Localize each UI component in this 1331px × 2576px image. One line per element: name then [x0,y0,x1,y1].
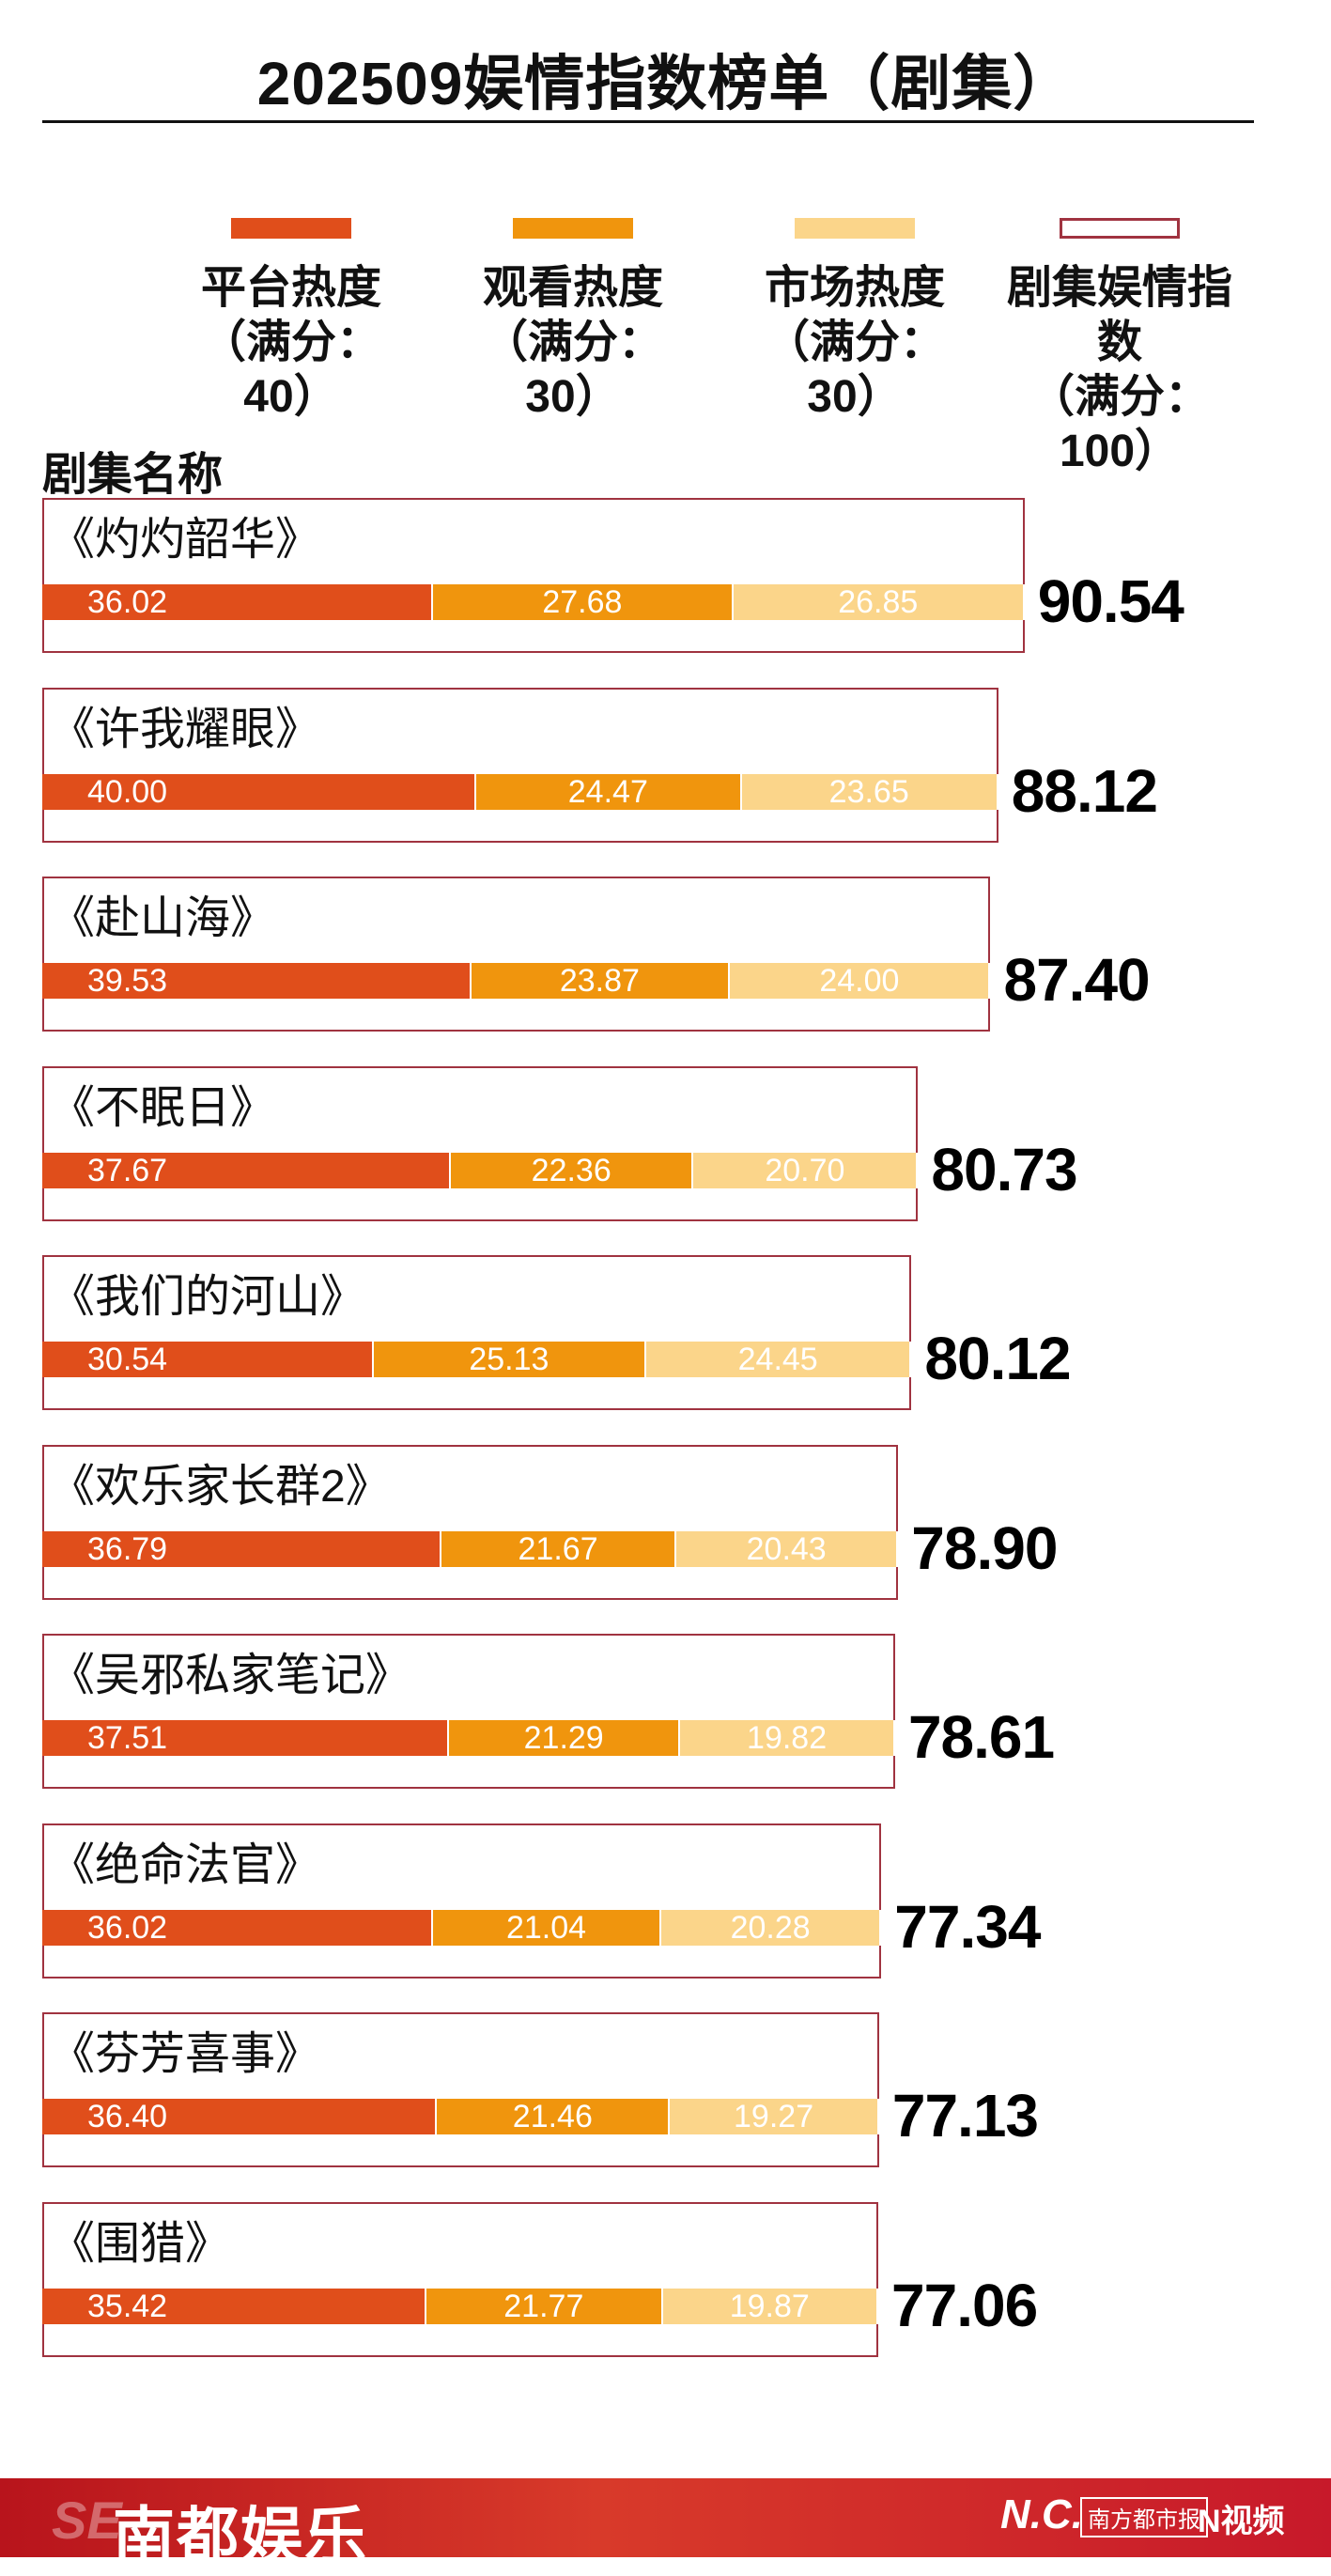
drama-name: 《我们的河山》 [50,1272,366,1322]
chart-row: 《我们的河山》 30.54 25.13 24.45 80.12 [42,1255,1072,1410]
bar-segment-market: 24.00 [730,963,991,999]
index-outline-bar [42,2201,879,2357]
bar-segment-platform: 40.00 [42,773,476,810]
bar-segment-market: 19.87 [662,2288,879,2324]
chart-row: 《许我耀眼》 40.00 24.47 23.65 88.12 [42,687,1158,843]
bar-segment-viewing: 25.13 [373,1342,646,1377]
index-total-label: 78.61 [907,1703,1055,1771]
legend-label-market: 市场热度 [764,263,945,313]
index-total-label: 87.40 [1003,946,1150,1014]
chart-title: 202509娱情指数榜单（剧集） [256,50,1075,117]
drama-name: 《绝命法官》 [50,1839,321,1890]
legend-index: 剧集娱情指数 （满分：100） [993,218,1246,479]
legend-max-viewing: （满分：30） [482,318,663,422]
bar-segment-market: 26.85 [733,584,1025,620]
index-total-label: 77.06 [891,2271,1038,2339]
bar-segment-market: 20.43 [676,1530,899,1567]
drama-name: 《芬芳喜事》 [50,2029,321,2079]
bar-segment-platform: 37.67 [42,1152,452,1188]
index-outline-bar [42,877,991,1032]
bar-segment-platform: 37.51 [42,1720,450,1756]
bar-segment-viewing: 21.46 [437,2099,671,2134]
footer-video-logo: N视频 [1198,2504,1285,2539]
bar-segment-market: 20.28 [661,1909,882,1946]
index-outline-bar [42,1823,882,1979]
legend-max-index: （满分：100） [1029,372,1210,476]
index-outline-bar [42,2012,879,2167]
drama-name: 《许我耀眼》 [50,704,321,754]
index-outline-bar [42,498,1025,653]
bar-segment-platform: 39.53 [42,963,472,999]
bar-segment-platform: 36.79 [42,1530,441,1567]
legend-market: 市场热度 （满分：30） [733,218,977,425]
legend-swatch-market [795,218,915,239]
drama-name: 《赴山海》 [50,893,276,943]
chart-row: 《吴邪私家笔记》 37.51 21.29 19.82 78.61 [42,1634,1055,1789]
bar-segment-viewing: 21.67 [441,1530,677,1567]
index-outline-bar [42,1255,912,1410]
bar-segment-market: 19.27 [670,2099,879,2134]
index-total-label: 77.13 [891,2082,1039,2149]
drama-name: 《灼灼韶华》 [50,515,321,565]
index-outline-bar [42,1634,895,1789]
footer-logo-mark: SE [52,2491,122,2550]
bar-segment-platform: 30.54 [42,1342,374,1377]
legend-platform: 平台热度 （满分：40） [169,218,413,425]
footer-nc-logo: N.C. [1000,2491,1083,2537]
bar-segment-viewing: 24.47 [476,773,742,810]
chart-row: 《芬芳喜事》 36.40 21.46 19.27 77.13 [42,2012,1039,2167]
index-outline-bar [42,1444,899,1600]
chart-row: 《围猎》 35.42 21.77 19.87 77.06 [42,2201,1038,2357]
bar-segment-viewing: 27.68 [433,584,734,620]
chart-row: 《不眠日》 37.67 22.36 20.70 80.73 [42,1065,1078,1221]
index-outline-bar [42,1065,919,1221]
bar-segment-platform: 36.02 [42,584,434,620]
index-total-label: 90.54 [1037,567,1184,635]
chart-row: 《灼灼韶华》 36.02 27.68 26.85 90.54 [42,498,1184,653]
title-divider [42,120,1254,123]
legend-swatch-viewing [513,218,633,239]
bar-segment-market: 20.70 [693,1152,919,1188]
index-total-label: 77.34 [894,1892,1041,1961]
legend-label-index: 剧集娱情指数 [1006,263,1232,367]
drama-name: 《吴邪私家笔记》 [50,1651,411,1700]
index-total-label: 88.12 [1011,756,1158,825]
footer-banner: SE 南都娱乐 N.C. 南方都市报 N视频 [0,2478,1331,2570]
legend-swatch-platform [231,218,351,239]
bar-segment-market: 19.82 [680,1720,896,1756]
chart-row: 《赴山海》 39.53 23.87 24.00 87.40 [42,877,1151,1032]
index-total-label: 80.73 [931,1135,1077,1203]
drama-name: 《不眠日》 [50,1082,276,1133]
bar-segment-platform: 36.40 [42,2099,438,2134]
legend-viewing: 观看热度 （满分：30） [451,218,695,425]
footer-brand: 南都娱乐 [113,2501,368,2570]
chart-row: 《欢乐家长群2》 36.79 21.67 20.43 78.90 [42,1444,1058,1600]
stacked-bar-chart: 《灼灼韶华》 36.02 27.68 26.85 90.54 《许我耀眼》 40.00 24.… [0,498,1331,2377]
legend-max-market: （满分：30） [764,318,945,422]
legend-swatch-index [1060,218,1180,239]
legend-label-platform: 平台热度 [200,263,381,313]
bar-segment-viewing: 23.87 [471,963,731,999]
bar-segment-viewing: 21.77 [426,2288,663,2324]
bar-segment-platform: 36.02 [42,1909,434,1946]
column-header: 剧集名称 [42,450,224,500]
index-total-label: 78.90 [911,1513,1058,1582]
chart-row: 《绝命法官》 36.02 21.04 20.28 77.34 [42,1823,1041,1979]
index-outline-bar [42,687,998,843]
legend-label-viewing: 观看热度 [482,263,663,313]
drama-name: 《围猎》 [50,2218,231,2269]
bar-segment-viewing: 22.36 [451,1152,694,1188]
bar-segment-viewing: 21.29 [449,1720,681,1756]
index-total-label: 80.12 [924,1325,1071,1392]
drama-name: 《欢乐家长群2》 [50,1461,391,1512]
bar-segment-market: 23.65 [741,773,998,810]
footer-paper-logo: 南方都市报 [1080,2497,1208,2537]
bar-segment-market: 24.45 [645,1342,912,1377]
bar-segment-viewing: 21.04 [433,1909,662,1946]
bar-segment-platform: 35.42 [42,2288,427,2324]
legend-max-platform: （满分：40） [200,318,381,422]
